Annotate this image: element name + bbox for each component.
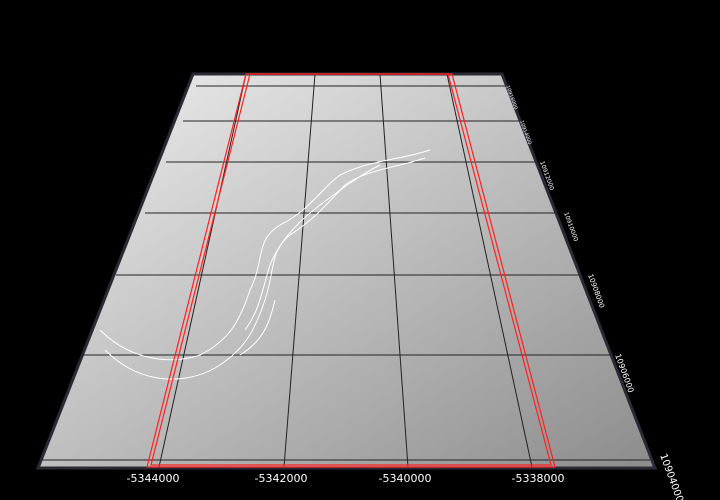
terrain-surface xyxy=(35,72,658,470)
grid-column-line xyxy=(283,73,316,468)
x-axis-label: -5338000 xyxy=(512,472,565,485)
grid-column-line xyxy=(158,73,247,468)
y-axis-label: 10904000 xyxy=(657,452,685,500)
grid-column-line xyxy=(446,73,533,468)
grid-column-line xyxy=(379,73,409,468)
boundary-lines xyxy=(146,73,556,468)
x-axis-label: -5340000 xyxy=(379,472,432,485)
x-axis-labels: -5344000 -5342000 -5340000 -5338000 xyxy=(127,472,565,485)
x-axis-label: -5344000 xyxy=(127,472,180,485)
contour-lines xyxy=(99,149,431,380)
x-axis-label: -5342000 xyxy=(255,472,308,485)
